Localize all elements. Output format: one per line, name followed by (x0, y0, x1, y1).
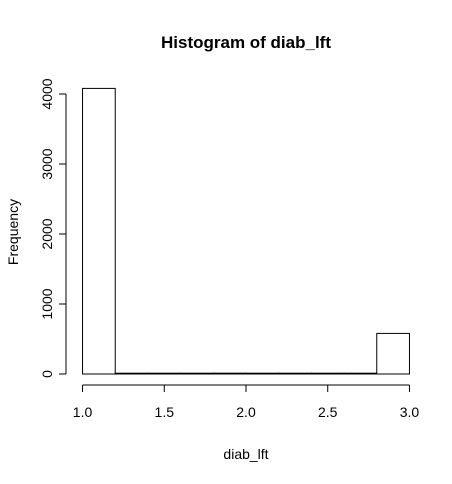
x-tick-label: 1.5 (155, 404, 175, 420)
histogram-bar-3 (180, 372, 214, 375)
x-tick-label: 2.0 (236, 404, 256, 420)
y-axis-label: Frequency (5, 199, 21, 265)
y-axis: 0 1000 2000 3000 4000 (39, 78, 67, 378)
histogram-bar-1 (114, 372, 149, 375)
x-tick-label: 3.0 (400, 404, 420, 420)
histogram-bar-5 (245, 372, 280, 375)
histogram-bar-0 (82, 87, 116, 375)
x-tick-label: 1.0 (73, 404, 93, 420)
histogram-bars (82, 87, 410, 375)
histogram-bar-9 (376, 332, 410, 375)
y-tick-label: 2000 (39, 218, 55, 249)
x-axis: 1.0 1.5 2.0 2.5 3.0 (73, 384, 420, 420)
histogram-bar-2 (147, 372, 182, 375)
x-tick-label: 2.5 (318, 404, 338, 420)
histogram-bar-4 (212, 372, 247, 375)
y-tick-label: 4000 (39, 78, 55, 109)
chart-title: Histogram of diab_lft (161, 33, 331, 52)
histogram-bar-8 (343, 372, 378, 375)
y-tick-label: 1000 (39, 288, 55, 319)
x-axis-label: diab_lft (223, 446, 268, 462)
histogram-bar-7 (310, 372, 345, 375)
histogram-bar-6 (278, 372, 312, 375)
y-tick-label: 0 (39, 370, 55, 378)
y-tick-label: 3000 (39, 148, 55, 179)
